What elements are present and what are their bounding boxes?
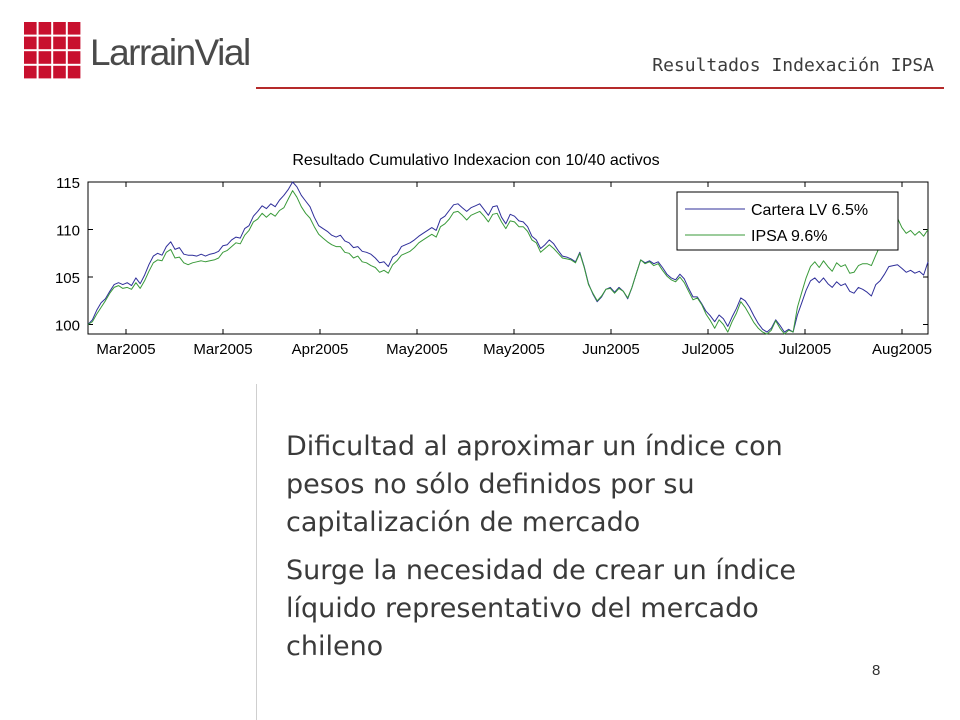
- logo-square: [53, 51, 66, 64]
- brand-logo-text: LarrainVial: [90, 32, 251, 73]
- logo-square: [38, 36, 52, 50]
- y-tick-label: 105: [55, 270, 80, 287]
- brand-logo: LarrainVial: [24, 22, 274, 80]
- logo-square: [67, 51, 81, 64]
- series-line: [87, 181, 929, 333]
- logo-square: [24, 51, 37, 64]
- x-tick-label: Jun2005: [582, 341, 640, 358]
- slide-title: Resultados Indexación IPSA: [652, 55, 934, 76]
- series-line: [87, 190, 929, 335]
- logo-square: [67, 36, 81, 50]
- legend-box: [676, 191, 899, 251]
- x-tick-label: Jul2005: [779, 341, 832, 358]
- red-grid-logo-icon: [24, 22, 81, 79]
- logo-square: [38, 22, 52, 35]
- x-tick-label: May2005: [386, 341, 448, 358]
- logo-square: [53, 36, 66, 50]
- legend-label: Cartera LV 6.5%: [751, 202, 868, 219]
- logo-square: [67, 22, 81, 35]
- bullet-list: Dificultad al aproximar un índice con pe…: [286, 428, 846, 676]
- x-tick-label: Jul2005: [682, 341, 735, 358]
- logo-square: [67, 65, 81, 79]
- y-tick-label: 110: [56, 223, 80, 240]
- logo-square: [53, 65, 66, 79]
- bullet-item: Surge la necesidad de crear un índice lí…: [286, 555, 797, 662]
- logo-square: [24, 65, 37, 79]
- x-tick-label: Aug2005: [872, 341, 932, 358]
- legend-label: IPSA 9.6%: [751, 228, 828, 245]
- x-tick-label: Apr2005: [292, 341, 349, 358]
- x-tick-label: Mar2005: [193, 341, 252, 358]
- logo-square: [38, 51, 52, 64]
- logo-square: [38, 65, 52, 79]
- logo-square: [24, 22, 37, 35]
- y-tick-label: 115: [56, 175, 80, 192]
- bullet-item: Dificultad al aproximar un índice con pe…: [286, 431, 783, 538]
- logo-square: [24, 36, 37, 50]
- x-tick-label: May2005: [483, 341, 545, 358]
- page-number: 8: [872, 662, 881, 679]
- vertical-divider: [256, 384, 257, 720]
- y-tick-label: 100: [55, 318, 80, 335]
- cumulative-indexation-chart: Resultado Cumulativo Indexacion con 10/4…: [55, 152, 932, 358]
- logo-square: [53, 22, 66, 35]
- chart-title: Resultado Cumulativo Indexacion con 10/4…: [292, 152, 659, 169]
- title-divider: [256, 87, 944, 89]
- x-tick-label: Mar2005: [96, 341, 155, 358]
